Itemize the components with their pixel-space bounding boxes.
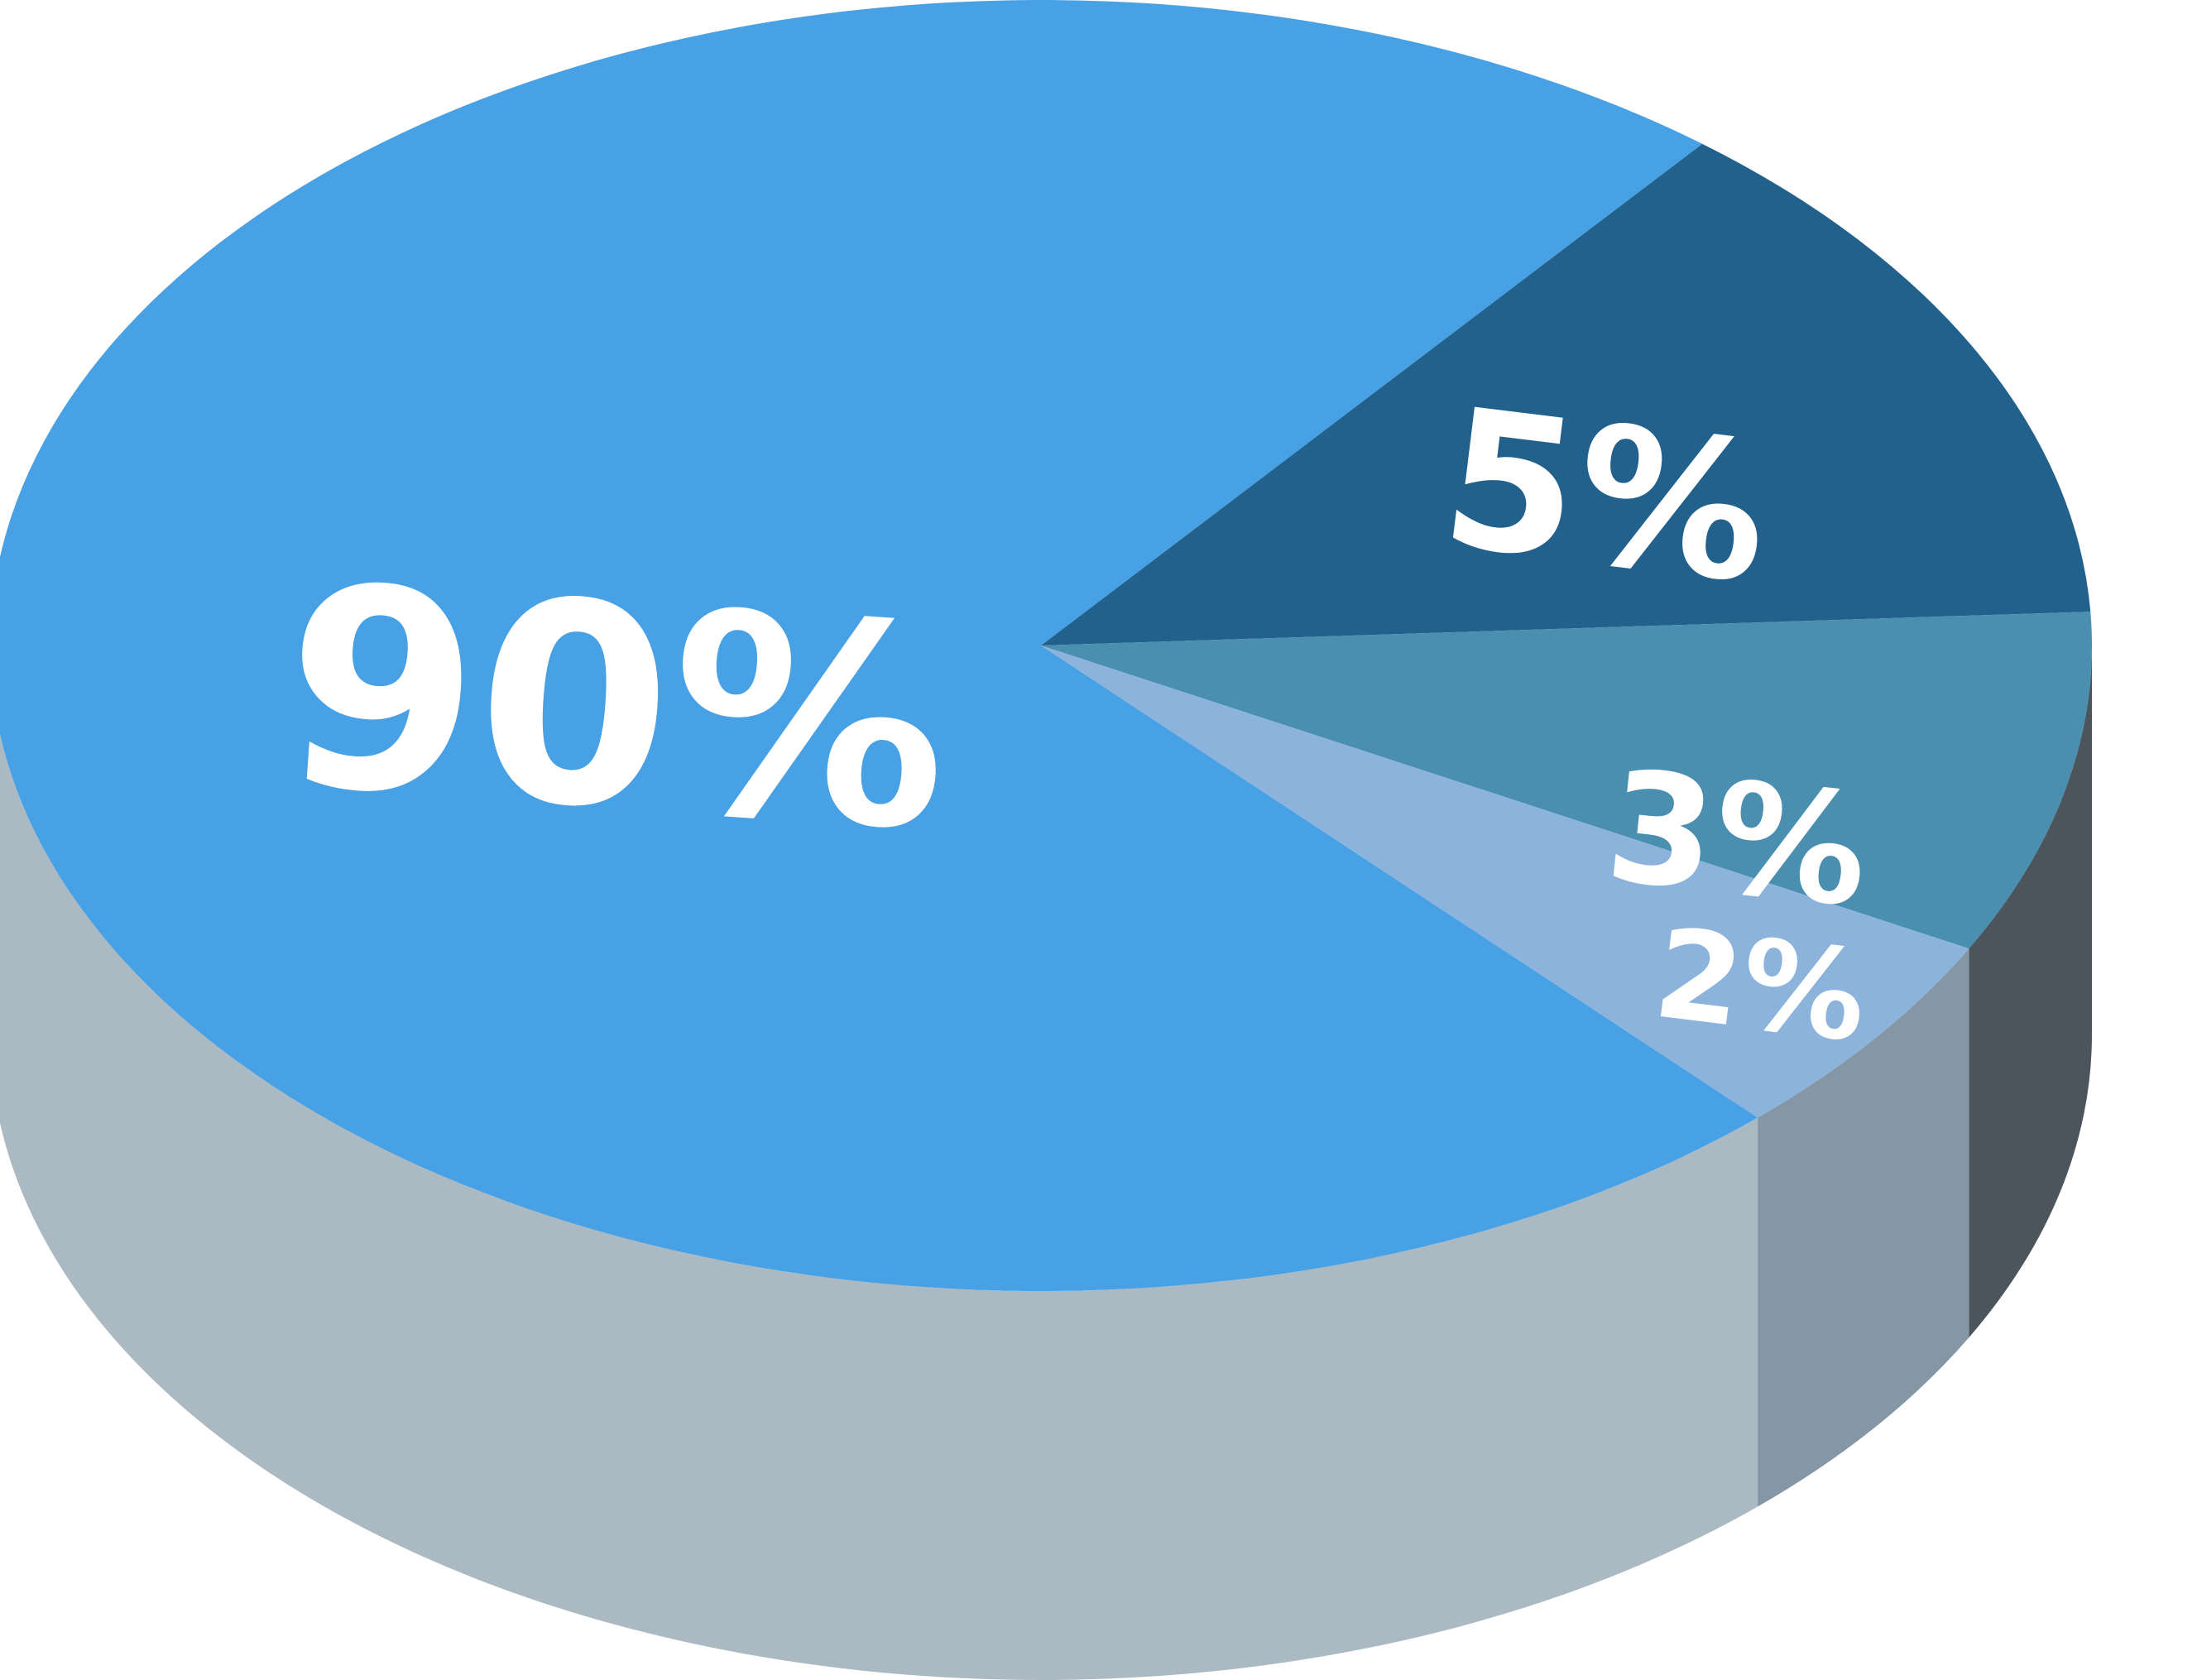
pie-slice-side-3 [1969, 646, 2092, 1338]
pie-slice-label-90: 90% [274, 526, 958, 894]
pie-slice-label-5: 5% [1432, 368, 1780, 627]
pie-slice-label-3: 3% [1599, 737, 1876, 942]
pie-slice-90 [0, 0, 1758, 1291]
pie-slice-5 [1041, 143, 2091, 646]
pie-slice-side-90 [0, 733, 1758, 1680]
pie-slice-label-2: 2% [1648, 902, 1874, 1071]
pie-slice-2 [1041, 646, 1969, 1118]
pie-slice-3 [1041, 612, 2093, 949]
pie-tops [0, 0, 2093, 1291]
pie-sides [0, 646, 2092, 1680]
pie-slice-side-2 [1758, 948, 1969, 1507]
pie-labels: 90% 5% 3%2% [274, 368, 1876, 1071]
